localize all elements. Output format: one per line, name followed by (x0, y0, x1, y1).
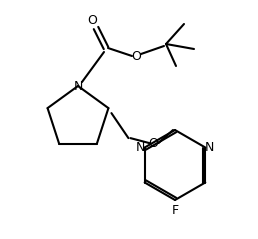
Text: N: N (205, 141, 214, 154)
Text: O: O (149, 137, 158, 150)
Text: N: N (73, 80, 83, 92)
Text: O: O (131, 49, 141, 63)
Text: N: N (136, 141, 145, 154)
Text: O: O (87, 13, 97, 27)
Text: F: F (171, 203, 179, 217)
